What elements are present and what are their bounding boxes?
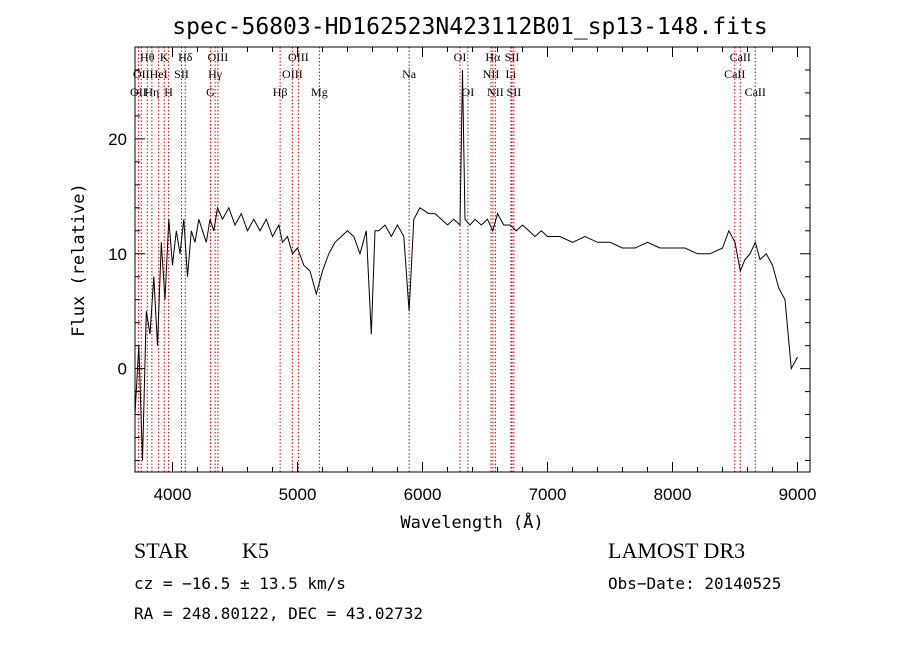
marker-label: OI (462, 85, 475, 99)
x-axis-ticks: 4000 5000 6000 7000 8000 9000 (154, 47, 817, 504)
marker-label: OIII (288, 50, 309, 64)
marker-label: CaII (724, 67, 745, 81)
marker-label: NII (483, 67, 500, 81)
x-axis-label: Wavelength (Å) (400, 511, 543, 533)
survey-name: LAMOST DR3 (608, 538, 746, 563)
x-tick-label: 8000 (654, 485, 692, 504)
y-axis-label: Flux (relative) (69, 183, 89, 337)
marker-label: NII (487, 85, 504, 99)
object-class: STAR (134, 538, 189, 563)
x-tick-label: 4000 (154, 485, 192, 504)
marker-label: Hη (144, 85, 159, 99)
chart-title: spec-56803-HD162523N423112B01_sp13-148.f… (172, 14, 767, 40)
x-tick-label: 7000 (529, 485, 567, 504)
marker-label: Mg (311, 85, 328, 99)
marker-label: OII (133, 67, 150, 81)
marker-label: Hβ (273, 85, 288, 99)
x-tick-label: 5000 (279, 485, 317, 504)
marker-label: H (164, 85, 173, 99)
marker-label: OIII (282, 67, 303, 81)
marker-label: SII (174, 67, 189, 81)
marker-label: Hθ (140, 50, 155, 64)
object-subclass: K5 (242, 538, 269, 563)
marker-label: Hγ (208, 67, 223, 81)
y-tick-label: 20 (108, 130, 127, 149)
marker-label: SII (507, 85, 522, 99)
marker-label: SII (505, 50, 520, 64)
marker-label: G (206, 85, 215, 99)
marker-label: CaII (745, 85, 766, 99)
marker-label: OIII (208, 50, 229, 64)
y-tick-label: 10 (108, 245, 127, 264)
marker-label: K (160, 50, 169, 64)
spectral-line-markers: OIIOIIHθHηHeIKHSIIHδGHγOIIIHβOIIIOIIIMgN… (130, 47, 766, 472)
y-axis-ticks: 0 10 20 (108, 46, 810, 462)
marker-label: Li (506, 67, 517, 81)
marker-label: Hδ (178, 50, 193, 64)
marker-label: Na (402, 67, 417, 81)
obs-date: Obs−Date: 20140525 (608, 574, 782, 593)
y-tick-label: 0 (118, 360, 127, 379)
marker-label: HeI (150, 67, 168, 81)
x-tick-label: 6000 (404, 485, 442, 504)
plot-frame (134, 46, 811, 473)
x-tick-label: 9000 (779, 485, 817, 504)
redshift-readout: cz = −16.5 ± 13.5 km/s (134, 574, 346, 593)
spectrum-line (134, 69, 798, 461)
marker-label: OII (130, 85, 147, 99)
marker-label: CaII (730, 50, 751, 64)
marker-label: Hα (485, 50, 501, 64)
marker-label: OI (454, 50, 467, 64)
coordinates: RA = 248.80122, DEC = 43.02732 (134, 604, 423, 623)
